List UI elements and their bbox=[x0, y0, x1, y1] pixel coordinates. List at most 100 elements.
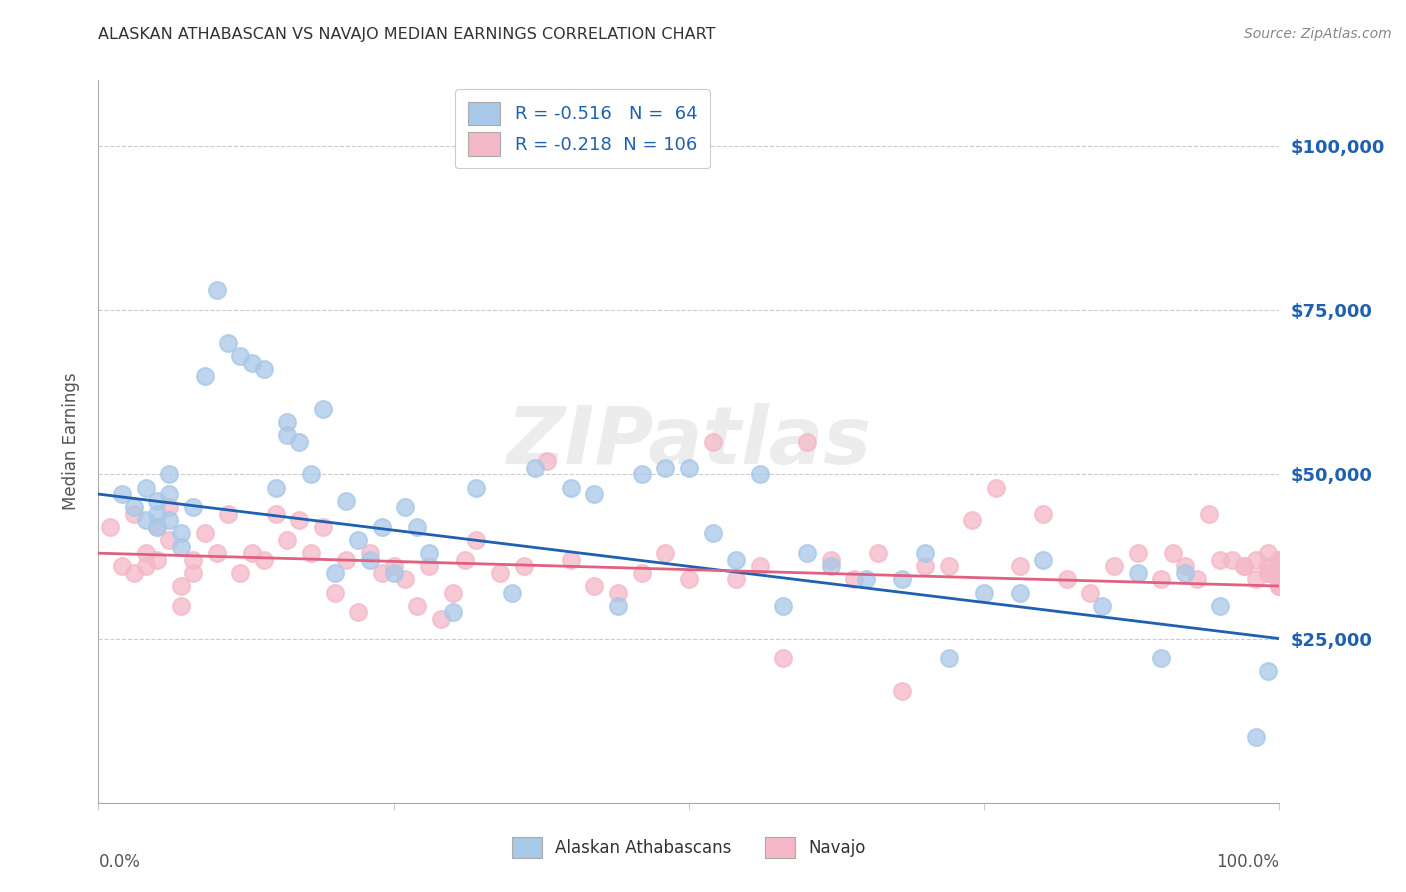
Text: ALASKAN ATHABASCAN VS NAVAJO MEDIAN EARNINGS CORRELATION CHART: ALASKAN ATHABASCAN VS NAVAJO MEDIAN EARN… bbox=[98, 27, 716, 42]
Point bbox=[1268, 566, 1291, 580]
Point bbox=[323, 585, 346, 599]
Point bbox=[299, 546, 322, 560]
Point bbox=[276, 428, 298, 442]
Point bbox=[844, 573, 866, 587]
Point bbox=[406, 599, 429, 613]
Point bbox=[1032, 507, 1054, 521]
Legend: Alaskan Athabascans, Navajo: Alaskan Athabascans, Navajo bbox=[503, 829, 875, 867]
Point bbox=[430, 612, 453, 626]
Point bbox=[1056, 573, 1078, 587]
Point bbox=[194, 526, 217, 541]
Point bbox=[1150, 651, 1173, 665]
Point bbox=[1032, 553, 1054, 567]
Point bbox=[347, 533, 370, 547]
Point bbox=[1008, 585, 1031, 599]
Point bbox=[1268, 566, 1291, 580]
Point bbox=[1233, 559, 1256, 574]
Point bbox=[914, 559, 936, 574]
Point bbox=[866, 546, 889, 560]
Point bbox=[1268, 573, 1291, 587]
Point bbox=[725, 553, 748, 567]
Text: ZIPatlas: ZIPatlas bbox=[506, 402, 872, 481]
Point bbox=[1268, 579, 1291, 593]
Point bbox=[312, 520, 335, 534]
Point bbox=[170, 526, 193, 541]
Point bbox=[914, 546, 936, 560]
Point bbox=[253, 362, 276, 376]
Point bbox=[1220, 553, 1243, 567]
Point bbox=[1257, 566, 1279, 580]
Point bbox=[1257, 566, 1279, 580]
Point bbox=[1174, 559, 1197, 574]
Point bbox=[1161, 546, 1184, 560]
Point bbox=[1174, 566, 1197, 580]
Point bbox=[1268, 559, 1291, 574]
Point bbox=[1198, 507, 1220, 521]
Point bbox=[253, 553, 276, 567]
Text: Source: ZipAtlas.com: Source: ZipAtlas.com bbox=[1244, 27, 1392, 41]
Point bbox=[157, 533, 180, 547]
Point bbox=[607, 599, 630, 613]
Point bbox=[1150, 573, 1173, 587]
Point bbox=[382, 566, 405, 580]
Point bbox=[1268, 573, 1291, 587]
Point bbox=[748, 467, 770, 482]
Point bbox=[654, 460, 676, 475]
Point bbox=[157, 513, 180, 527]
Point bbox=[229, 349, 252, 363]
Point bbox=[1102, 559, 1125, 574]
Point bbox=[312, 401, 335, 416]
Point bbox=[501, 585, 523, 599]
Point bbox=[583, 579, 606, 593]
Point bbox=[264, 481, 287, 495]
Point bbox=[264, 507, 287, 521]
Point bbox=[194, 368, 217, 383]
Point bbox=[1257, 559, 1279, 574]
Point bbox=[371, 566, 394, 580]
Point bbox=[441, 605, 464, 619]
Point bbox=[1185, 573, 1208, 587]
Point bbox=[217, 507, 239, 521]
Point bbox=[465, 533, 488, 547]
Point bbox=[1268, 566, 1291, 580]
Point bbox=[1091, 599, 1114, 613]
Point bbox=[157, 487, 180, 501]
Point bbox=[418, 559, 440, 574]
Point bbox=[1080, 585, 1102, 599]
Point bbox=[146, 520, 169, 534]
Point bbox=[323, 566, 346, 580]
Point bbox=[299, 467, 322, 482]
Point bbox=[630, 467, 652, 482]
Point bbox=[288, 513, 311, 527]
Point bbox=[122, 500, 145, 515]
Point bbox=[1268, 559, 1291, 574]
Point bbox=[382, 559, 405, 574]
Point bbox=[748, 559, 770, 574]
Point bbox=[1268, 579, 1291, 593]
Point bbox=[1233, 559, 1256, 574]
Point bbox=[240, 546, 263, 560]
Point bbox=[146, 553, 169, 567]
Point bbox=[772, 599, 794, 613]
Point bbox=[135, 513, 157, 527]
Point bbox=[796, 434, 818, 449]
Point bbox=[146, 507, 169, 521]
Point bbox=[288, 434, 311, 449]
Point bbox=[725, 573, 748, 587]
Point bbox=[1257, 546, 1279, 560]
Point bbox=[890, 573, 912, 587]
Point bbox=[536, 454, 558, 468]
Point bbox=[678, 573, 700, 587]
Point bbox=[453, 553, 475, 567]
Point bbox=[938, 559, 960, 574]
Point bbox=[524, 460, 547, 475]
Point bbox=[135, 559, 157, 574]
Point bbox=[157, 467, 180, 482]
Point bbox=[157, 500, 180, 515]
Point bbox=[607, 585, 630, 599]
Point bbox=[1209, 553, 1232, 567]
Point bbox=[938, 651, 960, 665]
Point bbox=[512, 559, 534, 574]
Point bbox=[1126, 566, 1149, 580]
Point bbox=[583, 487, 606, 501]
